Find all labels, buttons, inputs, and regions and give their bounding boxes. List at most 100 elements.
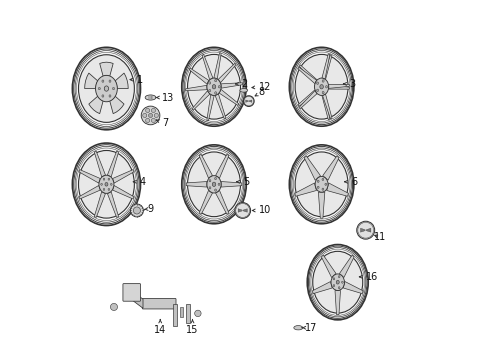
Circle shape: [145, 108, 149, 112]
Circle shape: [110, 303, 117, 310]
Polygon shape: [79, 170, 100, 183]
Polygon shape: [321, 255, 335, 278]
Ellipse shape: [293, 325, 302, 330]
Ellipse shape: [110, 183, 112, 185]
Ellipse shape: [72, 47, 140, 130]
Polygon shape: [294, 183, 316, 196]
Polygon shape: [360, 228, 365, 232]
Ellipse shape: [295, 54, 347, 119]
Polygon shape: [130, 289, 142, 308]
Polygon shape: [186, 181, 206, 187]
Polygon shape: [192, 91, 209, 110]
Polygon shape: [322, 55, 331, 79]
Ellipse shape: [218, 183, 220, 185]
Ellipse shape: [72, 143, 140, 226]
Circle shape: [194, 310, 201, 317]
Ellipse shape: [209, 187, 210, 189]
Ellipse shape: [239, 89, 247, 92]
Ellipse shape: [208, 82, 210, 84]
Text: 13: 13: [156, 93, 174, 103]
Text: 1: 1: [130, 75, 143, 85]
Ellipse shape: [295, 152, 347, 217]
Ellipse shape: [108, 178, 109, 180]
Ellipse shape: [314, 176, 327, 192]
Ellipse shape: [109, 80, 111, 82]
Ellipse shape: [289, 145, 353, 224]
Polygon shape: [297, 90, 316, 106]
Polygon shape: [84, 73, 98, 89]
Polygon shape: [322, 156, 338, 180]
Ellipse shape: [338, 276, 339, 278]
Ellipse shape: [103, 188, 104, 190]
Polygon shape: [199, 154, 212, 178]
Text: 10: 10: [252, 206, 270, 216]
Text: 17: 17: [302, 323, 317, 333]
Ellipse shape: [95, 75, 117, 102]
Ellipse shape: [332, 284, 334, 287]
Polygon shape: [79, 185, 100, 199]
Polygon shape: [297, 67, 316, 84]
Polygon shape: [112, 185, 134, 199]
Polygon shape: [112, 170, 134, 183]
Ellipse shape: [316, 89, 318, 91]
Ellipse shape: [103, 178, 104, 180]
Ellipse shape: [79, 55, 134, 122]
Bar: [180, 307, 183, 317]
Circle shape: [154, 113, 158, 117]
Circle shape: [141, 106, 160, 125]
Ellipse shape: [330, 274, 344, 291]
Text: 16: 16: [359, 272, 377, 282]
Ellipse shape: [104, 86, 108, 91]
Ellipse shape: [317, 186, 319, 188]
Circle shape: [243, 96, 254, 107]
Text: 12: 12: [251, 82, 271, 92]
Text: 3: 3: [343, 79, 355, 89]
Ellipse shape: [112, 87, 114, 90]
Polygon shape: [215, 94, 225, 119]
Polygon shape: [100, 62, 113, 76]
Polygon shape: [206, 95, 214, 121]
Ellipse shape: [321, 178, 323, 180]
Polygon shape: [221, 181, 241, 187]
Polygon shape: [334, 291, 340, 315]
Ellipse shape: [218, 86, 220, 88]
Circle shape: [151, 118, 155, 122]
Ellipse shape: [214, 189, 216, 191]
Polygon shape: [215, 154, 228, 178]
Bar: [173, 304, 177, 326]
Ellipse shape: [322, 80, 324, 82]
Polygon shape: [219, 89, 238, 105]
Polygon shape: [343, 282, 362, 294]
Polygon shape: [318, 192, 324, 218]
FancyBboxPatch shape: [142, 298, 176, 309]
Text: 11: 11: [373, 232, 385, 242]
Circle shape: [148, 113, 152, 117]
Circle shape: [234, 203, 250, 219]
Ellipse shape: [324, 183, 326, 185]
Polygon shape: [312, 282, 331, 294]
Polygon shape: [339, 255, 353, 278]
Ellipse shape: [206, 78, 221, 95]
Ellipse shape: [209, 180, 210, 182]
Ellipse shape: [108, 188, 109, 190]
Polygon shape: [94, 192, 105, 217]
Polygon shape: [185, 85, 207, 91]
Polygon shape: [202, 54, 212, 80]
Ellipse shape: [322, 91, 324, 94]
Polygon shape: [366, 228, 370, 232]
Ellipse shape: [109, 95, 111, 97]
Ellipse shape: [208, 89, 210, 92]
Circle shape: [130, 204, 143, 217]
Circle shape: [145, 118, 149, 122]
Ellipse shape: [314, 78, 328, 95]
Ellipse shape: [212, 182, 215, 186]
Ellipse shape: [98, 87, 100, 90]
Ellipse shape: [336, 280, 339, 284]
Ellipse shape: [99, 175, 114, 193]
Ellipse shape: [214, 177, 216, 180]
Polygon shape: [326, 183, 347, 196]
Polygon shape: [189, 68, 208, 84]
Ellipse shape: [187, 54, 240, 119]
Polygon shape: [107, 151, 119, 177]
Ellipse shape: [325, 86, 327, 88]
